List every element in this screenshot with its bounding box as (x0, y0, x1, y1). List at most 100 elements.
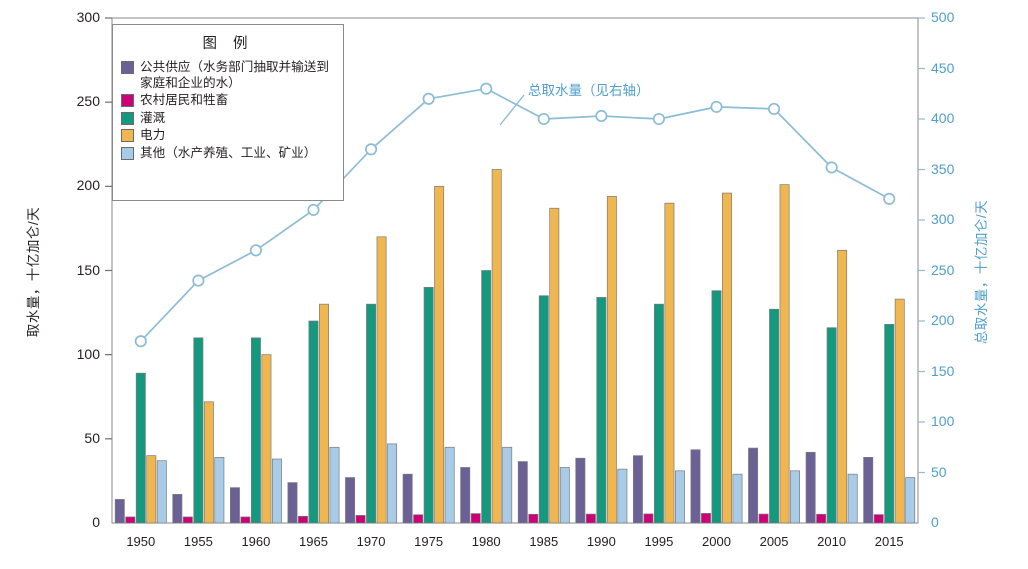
bar-thermoelectric-1985 (549, 207, 560, 524)
bar-irrigation-1965 (308, 320, 319, 524)
x-tick-label-1970: 1970 (356, 534, 386, 549)
bar-other-1985 (559, 467, 570, 524)
line-marker-1975 (422, 92, 435, 105)
bar-series-group (114, 169, 916, 524)
bar-thermoelectric-2005 (779, 184, 790, 524)
annotation-leader (499, 94, 525, 126)
bar-thermoelectric-1980 (491, 169, 502, 524)
left-tick-label-200: 200 (76, 177, 100, 194)
bar-rural-1975 (413, 514, 424, 524)
bar-thermoelectric-1990 (606, 196, 617, 524)
bar-other-2010 (847, 473, 858, 524)
legend-item-label: 灌溉 (140, 109, 166, 125)
x-tick-label-1960: 1960 (241, 534, 271, 549)
legend-item-label: 电力 (140, 127, 166, 142)
total-withdrawals-line (140, 87, 890, 342)
x-tick-label-1950: 1950 (126, 534, 156, 549)
legend-swatch-icon (121, 146, 134, 160)
bar-public_supply-2005 (748, 447, 759, 524)
right-tick-label-0: 0 (931, 514, 939, 530)
legend-item-0[interactable]: 公共供应（水务部门抽取并输送到家庭和企业的水） (121, 59, 335, 90)
bar-other-1955 (214, 457, 225, 524)
bar-thermoelectric-1995 (664, 202, 675, 524)
legend-swatch-icon (121, 94, 134, 107)
legend-swatch-icon (121, 61, 134, 74)
bar-irrigation-1970 (366, 303, 377, 524)
bar-irrigation-1950 (135, 372, 146, 524)
bar-irrigation-2000 (711, 290, 722, 524)
bar-public_supply-2010 (805, 451, 816, 524)
legend-item-1[interactable]: 农村居民和牲畜 (121, 92, 335, 108)
line-marker-1980 (480, 82, 493, 95)
bar-rural-2005 (758, 513, 769, 524)
bar-other-1975 (444, 446, 455, 524)
bar-thermoelectric-2010 (837, 249, 848, 524)
bar-public_supply-1990 (575, 457, 586, 524)
bar-rural-2015 (873, 514, 884, 524)
bar-public_supply-2015 (863, 457, 874, 524)
bar-irrigation-1955 (193, 337, 204, 524)
left-tick-label-50: 50 (84, 429, 100, 446)
right-tick-label-50: 50 (931, 463, 947, 480)
legend-swatch-icon (121, 129, 134, 142)
legend-item-3[interactable]: 电力 (121, 127, 335, 143)
line-series-group (134, 82, 896, 348)
x-tick-label-2000: 2000 (702, 534, 731, 549)
legend-item-label: 其他（水产养殖、工业、矿业） (140, 144, 317, 160)
right-tick-label-300: 300 (931, 211, 955, 227)
bar-rural-1950 (125, 516, 136, 524)
bar-public_supply-1955 (172, 494, 183, 524)
x-tick-label-1980: 1980 (471, 534, 501, 549)
legend-items: 公共供应（水务部门抽取并输送到家庭和企业的水） 农村居民和牲畜 灌溉电力其他（水产养… (121, 59, 335, 160)
line-marker-1950 (134, 335, 147, 348)
bar-other-1960 (271, 458, 282, 524)
bar-other-1950 (156, 460, 167, 524)
bar-other-2015 (905, 477, 916, 524)
bar-public_supply-1995 (632, 455, 643, 524)
bar-thermoelectric-1955 (203, 401, 214, 524)
bar-thermoelectric-1975 (434, 185, 445, 524)
bar-irrigation-2005 (769, 308, 780, 524)
x-tick-label-2005: 2005 (759, 534, 789, 549)
bar-public_supply-1965 (287, 482, 298, 524)
bar-irrigation-1980 (481, 270, 492, 524)
line-marker-1990 (595, 109, 608, 123)
bar-public_supply-1970 (345, 477, 356, 524)
line-marker-2005 (768, 102, 781, 115)
legend-item-2[interactable]: 灌溉 (121, 110, 335, 126)
bar-public_supply-1980 (460, 467, 471, 524)
bar-irrigation-2015 (884, 324, 895, 524)
legend-swatch-icon (121, 111, 134, 125)
x-tick-label-1965: 1965 (299, 534, 328, 549)
bar-thermoelectric-1960 (261, 354, 272, 524)
right-tick-label-150: 150 (931, 362, 955, 379)
x-tick-label-1985: 1985 (529, 534, 559, 549)
left-tick-label-0: 0 (92, 514, 100, 530)
legend-title: 图 例 (202, 36, 254, 52)
line-marker-1955 (192, 274, 205, 287)
bar-irrigation-1990 (596, 297, 607, 524)
left-tick-label-150: 150 (76, 261, 100, 278)
legend-item-label: 公共供应（水务部门抽取并输送到家庭和企业的水） (140, 59, 329, 90)
right-tick-label-100: 100 (931, 413, 955, 429)
left-tick-label-300: 300 (76, 9, 100, 25)
right-tick-label-500: 500 (931, 9, 955, 25)
bar-rural-1965 (298, 515, 308, 524)
x-tick-label-1995: 1995 (644, 534, 674, 549)
annotation-leader-line (499, 94, 525, 126)
axis-ticks (105, 17, 925, 474)
line-marker-1995 (652, 112, 665, 126)
line-marker-1970 (365, 143, 378, 156)
right-tick-label-250: 250 (931, 261, 955, 278)
legend-item-4[interactable]: 其他（水产养殖、工业、矿业） (121, 145, 335, 161)
x-tick-label-1955: 1955 (183, 534, 213, 549)
bar-irrigation-1985 (538, 295, 549, 524)
legend: 图 例 公共供应（水务部门抽取并输送到家庭和企业的水） 农村居民和牲畜 灌溉电力其他… (112, 24, 344, 201)
line-series-annotation: 总取水量（见右轴） (528, 83, 650, 99)
bar-rural-1980 (470, 513, 481, 524)
right-tick-label-400: 400 (931, 110, 955, 126)
bar-rural-2000 (701, 513, 711, 524)
bar-irrigation-2010 (826, 327, 837, 524)
bar-irrigation-1960 (250, 337, 261, 524)
